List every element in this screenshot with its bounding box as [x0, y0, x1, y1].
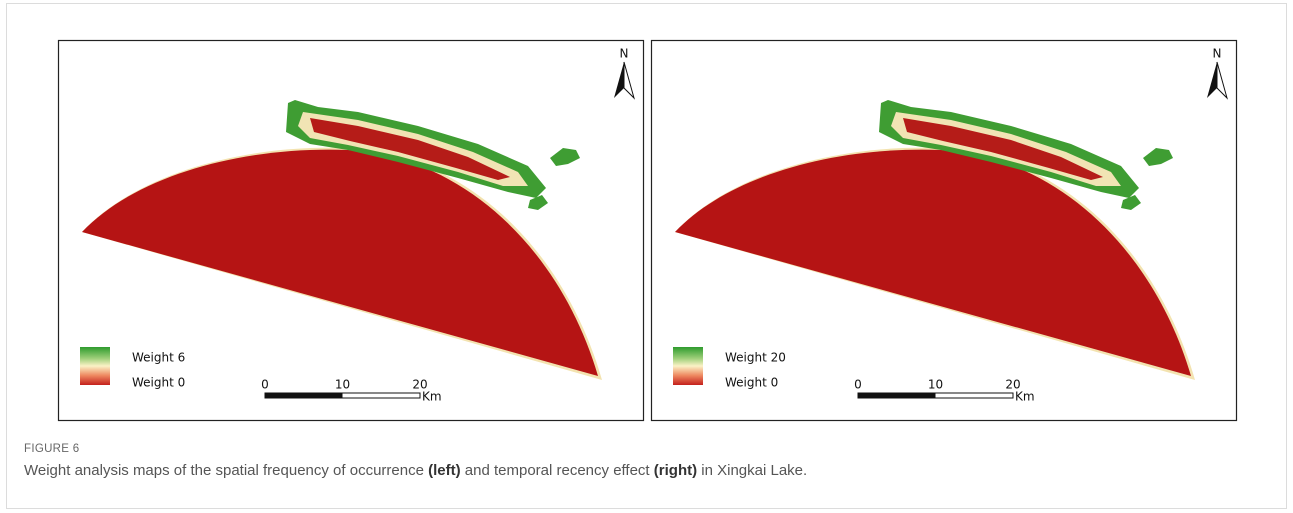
scale-bar: [858, 393, 936, 398]
caption-emphasis: (left): [428, 462, 461, 479]
scale-unit: Km: [422, 390, 442, 404]
scale-tick-label: 0: [854, 378, 862, 392]
scale-tick-label: 0: [261, 378, 269, 392]
north-label: N: [620, 47, 629, 61]
caption-text: Weight analysis maps of the spatial freq…: [24, 462, 428, 479]
legend-label: Weight 0: [132, 376, 185, 390]
caption-text: in Xingkai Lake.: [697, 462, 807, 479]
legend-label: Weight 0: [725, 376, 778, 390]
caption-text: and temporal recency effect: [461, 462, 654, 479]
legend-label: Weight 20: [725, 351, 786, 365]
figure-label: FIGURE 6: [24, 443, 79, 455]
scale-bar: [265, 393, 343, 398]
figure-caption: Weight analysis maps of the spatial freq…: [24, 462, 807, 479]
scale-unit: Km: [1015, 390, 1035, 404]
figure: NWeight 6Weight 001020KmNWeight 20Weight…: [0, 0, 1293, 513]
legend-gradient: [673, 347, 703, 385]
scale-tick-label: 10: [335, 378, 350, 392]
legend-gradient: [80, 347, 110, 385]
legend-label: Weight 6: [132, 351, 185, 365]
caption-emphasis: (right): [654, 462, 697, 479]
north-label: N: [1213, 47, 1222, 61]
scale-tick-label: 10: [928, 378, 943, 392]
